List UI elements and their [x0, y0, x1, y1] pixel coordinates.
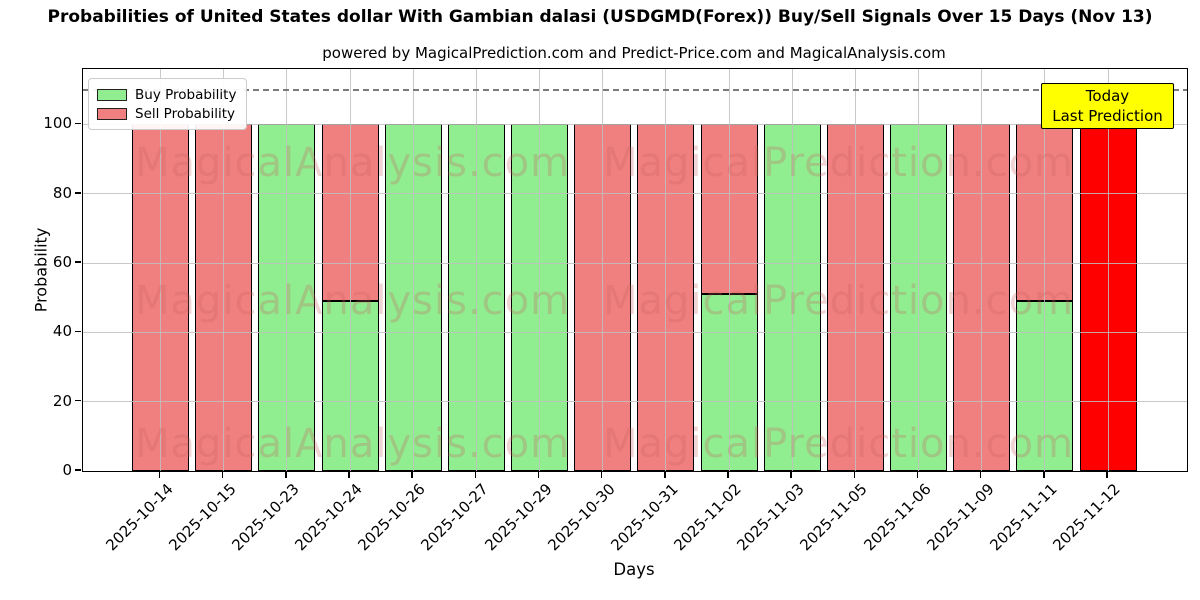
x-tick-label: 2025-10-24: [291, 480, 366, 555]
x-tick-mark: [285, 471, 287, 478]
watermark-text: MagicalAnalysis.com: [135, 421, 571, 467]
chart-subtitle: powered by MagicalPrediction.com and Pre…: [322, 44, 946, 62]
y-tick-label: 60: [52, 253, 72, 272]
watermark-text: MagicalAnalysis.com: [135, 278, 571, 324]
x-tick-mark: [474, 471, 477, 478]
x-tick-label: 2025-10-26: [354, 480, 429, 555]
legend-label-sell: Sell Probability: [135, 105, 236, 122]
y-tick-label: 0: [62, 461, 72, 479]
chart-title: Probabilities of United States dollar Wi…: [47, 7, 1153, 27]
vertical-gridline: [791, 69, 793, 471]
x-tick-mark: [158, 471, 161, 478]
x-tick-mark: [853, 471, 856, 478]
vertical-gridline: [349, 69, 351, 471]
plot-area: MagicalAnalysis.com MagicalPrediction.com…: [32, 68, 1188, 472]
x-tick-label: 2025-10-29: [480, 480, 556, 555]
y-tick-mark: [74, 261, 81, 263]
vertical-gridline: [728, 69, 730, 471]
today-annotation-line1: Today: [1085, 87, 1130, 105]
x-tick-label: 2025-11-06: [859, 480, 935, 555]
x-tick-label: 2025-10-27: [417, 480, 493, 555]
vertical-gridline: [1044, 69, 1046, 471]
y-tick-label: 100: [43, 114, 72, 133]
legend-item-sell: Sell Probability: [97, 104, 236, 123]
x-tick-mark: [916, 471, 919, 478]
horizontal-gridline: [83, 331, 1187, 333]
y-tick-label: 20: [52, 391, 72, 410]
vertical-gridline: [665, 69, 667, 471]
legend-label-buy: Buy Probability: [135, 86, 237, 103]
x-tick-mark: [537, 471, 540, 478]
x-tick-label: 2025-11-12: [1049, 480, 1124, 555]
horizontal-gridline: [83, 401, 1187, 403]
today-annotation: Today Last Prediction: [1041, 83, 1174, 129]
horizontal-gridline: [83, 193, 1187, 195]
x-tick-label: 2025-11-11: [986, 480, 1061, 555]
x-tick-mark: [221, 471, 224, 478]
vertical-gridline: [1107, 69, 1109, 471]
x-tick-label: 2025-11-09: [923, 480, 998, 555]
y-tick-mark: [74, 469, 81, 471]
x-tick-mark: [979, 471, 982, 478]
buy-swatch-icon: [97, 88, 127, 101]
legend-item-buy: Buy Probability: [97, 85, 236, 104]
x-tick-mark: [1043, 471, 1045, 478]
y-tick-label: 40: [52, 322, 72, 341]
x-tick-label: 2025-10-30: [544, 480, 619, 555]
watermark-text: MagicalPrediction.com: [603, 140, 1074, 186]
horizontal-gridline: [83, 262, 1187, 264]
x-tick-mark: [727, 471, 729, 478]
vertical-gridline: [286, 69, 288, 471]
x-tick-label: 2025-10-15: [165, 480, 240, 555]
legend: Buy Probability Sell Probability: [88, 78, 248, 130]
x-tick-mark: [411, 471, 413, 478]
vertical-gridline: [539, 69, 540, 471]
y-tick-label: 80: [52, 183, 72, 202]
x-tick-label: 2025-10-14: [101, 480, 177, 555]
vertical-gridline: [412, 69, 414, 471]
x-tick-mark: [664, 471, 666, 478]
x-tick-label: 2025-11-03: [733, 480, 808, 555]
vertical-gridline: [602, 69, 604, 471]
x-tick-mark: [348, 471, 350, 478]
today-annotation-line2: Last Prediction: [1052, 107, 1163, 125]
y-tick-mark: [74, 399, 81, 402]
watermark-text: MagicalPrediction.com: [603, 278, 1074, 324]
watermark-text: MagicalPrediction.com: [603, 421, 1074, 467]
x-axis-label: Days: [613, 560, 655, 579]
x-tick-mark: [1106, 471, 1108, 478]
y-tick-mark: [74, 122, 81, 125]
vertical-gridline: [223, 69, 225, 471]
vertical-gridline: [854, 69, 856, 471]
vertical-gridline: [918, 69, 919, 471]
vertical-gridline: [475, 69, 477, 471]
x-tick-mark: [790, 471, 792, 478]
watermark-text: MagicalAnalysis.com: [135, 140, 571, 186]
threshold-dashed-line: [83, 88, 1187, 91]
x-tick-label: 2025-11-02: [670, 480, 745, 555]
y-tick-mark: [74, 192, 81, 194]
x-tick-label: 2025-10-23: [228, 480, 303, 555]
sell-swatch-icon: [97, 107, 127, 120]
y-tick-mark: [74, 330, 81, 333]
x-tick-mark: [600, 471, 603, 478]
x-tick-label: 2025-11-05: [796, 480, 872, 555]
horizontal-gridline: [83, 123, 1187, 125]
vertical-gridline: [981, 69, 983, 471]
x-tick-label: 2025-10-31: [607, 480, 682, 555]
vertical-gridline: [160, 69, 161, 471]
